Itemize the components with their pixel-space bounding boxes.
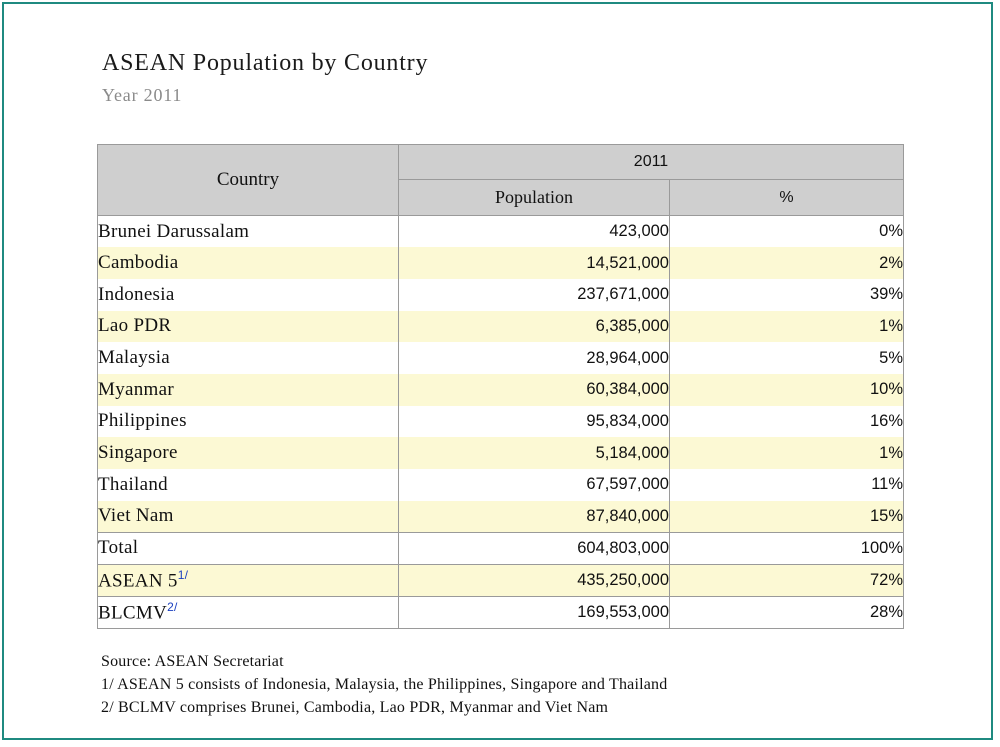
country-name: Brunei Darussalam [97, 215, 399, 248]
total-row: Total 604,803,000 100% [97, 531, 904, 565]
footnote-ref-1: 1/ [177, 568, 189, 583]
country-name: Philippines [97, 405, 399, 438]
population-value: 5,184,000 [398, 437, 670, 469]
header-percent: % [669, 179, 904, 216]
asean5-population: 435,250,000 [398, 563, 670, 597]
country-name: Malaysia [97, 342, 399, 374]
percent-value: 16% [669, 405, 904, 438]
country-name: Lao PDR [97, 310, 399, 343]
country-name: Indonesia [97, 278, 399, 311]
population-value: 28,964,000 [398, 342, 670, 374]
table-row: Malaysia 28,964,000 5% [97, 342, 904, 374]
footnote-ref-2: 2/ [167, 600, 178, 615]
footnotes: Source: ASEAN Secretariat 1/ ASEAN 5 con… [101, 650, 667, 719]
total-label: Total [97, 531, 399, 565]
total-population: 604,803,000 [398, 531, 670, 565]
asean5-row: ASEAN 51/ 435,250,000 72% [97, 563, 904, 597]
total-percent: 100% [669, 531, 904, 565]
population-value: 67,597,000 [398, 469, 670, 501]
table-row: Lao PDR 6,385,000 1% [97, 310, 904, 343]
table-row: Indonesia 237,671,000 39% [97, 278, 904, 311]
percent-value: 11% [669, 469, 904, 501]
population-value: 60,384,000 [398, 373, 670, 406]
source-note: Source: ASEAN Secretariat [101, 653, 284, 670]
country-name: Cambodia [97, 247, 399, 279]
population-value: 87,840,000 [398, 500, 670, 533]
percent-value: 39% [669, 278, 904, 311]
table-row: Philippines 95,834,000 16% [97, 405, 904, 438]
percent-value: 5% [669, 342, 904, 374]
table-row: Cambodia 14,521,000 2% [97, 247, 904, 279]
asean5-label: ASEAN 51/ [97, 563, 399, 597]
table-row: Thailand 67,597,000 11% [97, 469, 904, 501]
percent-value: 1% [669, 437, 904, 469]
page-subtitle: Year 2011 [102, 85, 183, 105]
percent-value: 0% [669, 215, 904, 248]
blcmv-population: 169,553,000 [398, 595, 670, 629]
population-value: 423,000 [398, 215, 670, 248]
percent-value: 15% [669, 500, 904, 533]
country-name: Viet Nam [97, 500, 399, 533]
population-value: 14,521,000 [398, 247, 670, 279]
header-population: Population [398, 179, 670, 216]
table-row: Viet Nam 87,840,000 15% [97, 500, 904, 533]
table-row: Singapore 5,184,000 1% [97, 437, 904, 469]
header-country: Country [97, 144, 399, 216]
percent-value: 1% [669, 310, 904, 343]
population-value: 95,834,000 [398, 405, 670, 438]
asean5-percent: 72% [669, 563, 904, 597]
footnote-1: 1/ ASEAN 5 consists of Indonesia, Malays… [101, 676, 668, 693]
blcmv-row: BLCMV2/ 169,553,000 28% [97, 595, 904, 629]
percent-value: 2% [669, 247, 904, 279]
country-name: Thailand [97, 469, 399, 501]
table-row: Brunei Darussalam 423,000 0% [97, 215, 904, 248]
header-year: 2011 [398, 144, 904, 180]
blcmv-label: BLCMV2/ [97, 595, 399, 629]
table-row: Myanmar 60,384,000 10% [97, 373, 904, 406]
country-name: Myanmar [97, 373, 399, 406]
page-title: ASEAN Population by Country [102, 50, 429, 76]
page-frame [2, 2, 993, 740]
population-value: 6,385,000 [398, 310, 670, 343]
population-value: 237,671,000 [398, 278, 670, 311]
percent-value: 10% [669, 373, 904, 406]
population-table: Country 2011 Population % Brunei Darussa… [97, 144, 904, 629]
country-name: Singapore [97, 437, 399, 469]
blcmv-percent: 28% [669, 595, 904, 629]
footnote-2: 2/ BCLMV comprises Brunei, Cambodia, Lao… [101, 699, 609, 716]
